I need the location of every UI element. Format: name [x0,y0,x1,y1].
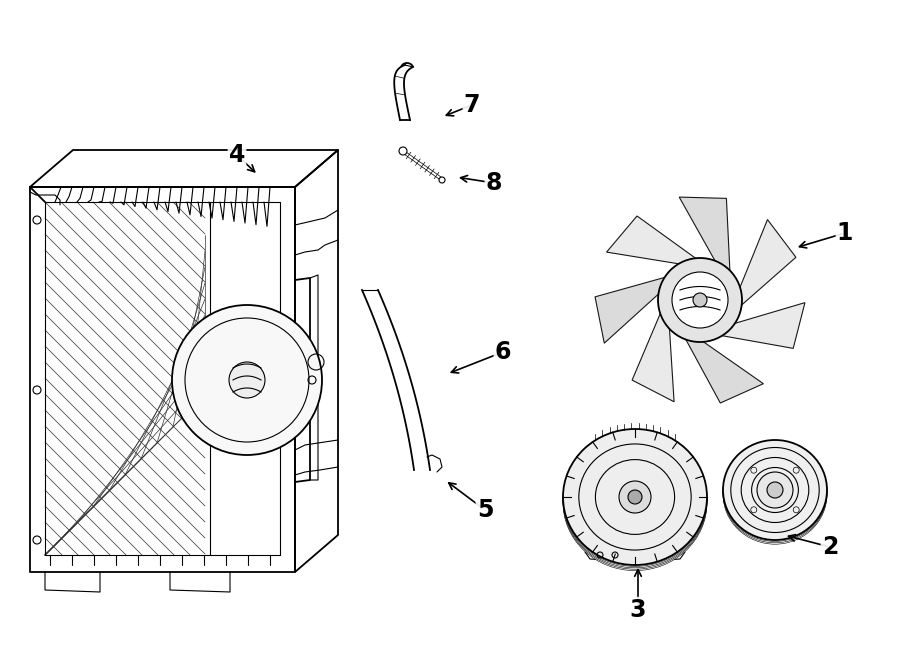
Ellipse shape [563,434,707,570]
Circle shape [439,177,445,183]
Circle shape [619,481,651,513]
Text: 3: 3 [630,598,646,622]
Text: 4: 4 [229,143,245,167]
Circle shape [672,272,728,328]
Circle shape [757,472,793,508]
Ellipse shape [723,443,827,543]
Polygon shape [738,219,796,308]
Text: 7: 7 [464,93,481,117]
Text: 5: 5 [477,498,493,522]
Text: 6: 6 [495,340,511,364]
Circle shape [172,305,322,455]
Polygon shape [684,335,763,403]
Ellipse shape [563,429,707,565]
Ellipse shape [723,444,827,544]
Ellipse shape [723,442,827,541]
Ellipse shape [723,440,827,540]
Text: 1: 1 [837,221,853,245]
Circle shape [229,362,265,398]
Circle shape [399,147,407,155]
Polygon shape [632,309,674,402]
Polygon shape [595,276,669,343]
Text: 8: 8 [486,171,502,195]
Circle shape [628,490,642,504]
Circle shape [693,293,707,307]
Circle shape [658,258,742,342]
Polygon shape [717,303,805,348]
Ellipse shape [563,432,707,568]
Ellipse shape [563,433,707,569]
Polygon shape [607,216,699,264]
Ellipse shape [563,430,707,566]
Circle shape [767,482,783,498]
Polygon shape [680,197,730,275]
Text: 2: 2 [822,535,838,559]
